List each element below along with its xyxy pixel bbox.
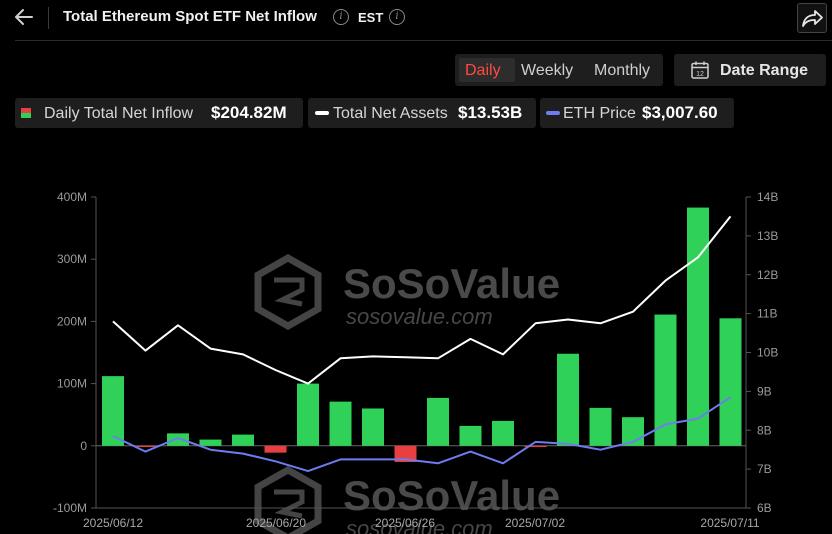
inflow-bar[interactable] (394, 445, 417, 462)
x-axis-tick: 2025/06/20 (246, 516, 306, 530)
left-axis-tick: 400M (57, 190, 87, 204)
right-axis-tick: 10B (757, 346, 778, 360)
title-info-icon[interactable]: i (333, 9, 349, 25)
watermark-logo-mark (274, 277, 305, 307)
bar-marker-icon (21, 108, 31, 118)
x-axis-tick: 2025/06/12 (83, 516, 143, 530)
watermark-logo-icon (254, 465, 322, 534)
legend-total-assets[interactable]: Total Net Assets $13.53B (308, 98, 536, 128)
date-range-label: Date Range (720, 62, 809, 79)
header-divider (48, 7, 49, 29)
watermark-brand: SoSoValue (343, 260, 560, 307)
inflow-bar[interactable] (167, 433, 189, 446)
share-icon (802, 10, 823, 27)
line-marker-icon (315, 111, 329, 115)
right-axis-tick: 14B (757, 190, 778, 204)
period-selector: Daily Weekly Monthly (455, 54, 663, 86)
inflow-bar[interactable] (427, 397, 449, 446)
right-axis-tick: 8B (757, 423, 772, 437)
inflow-bar[interactable] (459, 425, 482, 446)
legend-value: $204.82M (211, 103, 287, 122)
legend-name: Daily Total Net Inflow (44, 105, 194, 122)
legend-eth-price[interactable]: ETH Price $3,007.60 (540, 98, 734, 128)
inflow-bar[interactable] (557, 353, 579, 446)
watermark-brand: SoSoValue (343, 472, 560, 519)
bar-series (102, 207, 742, 462)
legend-net-inflow[interactable]: Daily Total Net Inflow $204.82M (15, 98, 303, 128)
legend-name: Total Net Assets (333, 105, 448, 122)
line-marker-icon (546, 111, 560, 115)
right-axis-tick: 13B (757, 229, 778, 243)
left-axis-tick: -100M (53, 501, 87, 515)
left-axis-tick: 0 (80, 439, 87, 453)
left-axis-tick: 100M (57, 377, 87, 391)
share-button[interactable] (797, 3, 827, 33)
timezone-info-icon[interactable]: i (389, 9, 405, 25)
tab-monthly[interactable]: Monthly (594, 62, 651, 79)
page-title: Total Ethereum Spot ETF Net Inflow (63, 8, 317, 25)
inflow-chart: SoSoValuesosovalue.comSoSoValuesosovalue… (53, 190, 778, 534)
inflow-bar[interactable] (654, 314, 677, 446)
left-axis-tick: 200M (57, 314, 87, 328)
calendar-icon: 12 (691, 61, 709, 79)
eth-price-line[interactable] (112, 396, 732, 473)
inflow-bar[interactable] (329, 401, 352, 446)
header-separator (15, 40, 832, 41)
timezone-label: EST (358, 10, 384, 25)
inflow-bar[interactable] (134, 445, 157, 448)
right-axis-tick: 9B (757, 384, 772, 398)
back-arrow-icon[interactable] (12, 5, 36, 29)
right-axis-tick: 12B (757, 268, 778, 282)
inflow-bar[interactable] (297, 383, 319, 446)
chart-axes: 400M 300M 200M 100M 0 -100M 14B 13B 12B 11B 10B 9B 8… (53, 190, 778, 530)
date-range-button[interactable]: 12 Date Range (674, 54, 826, 86)
inflow-bar[interactable] (687, 207, 709, 446)
x-axis-tick: 2025/07/11 (700, 516, 759, 530)
x-axis-tick: 2025/07/02 (505, 516, 565, 530)
left-axis-tick: 300M (57, 252, 87, 266)
inflow-bar[interactable] (232, 434, 254, 446)
watermark-url: sosovalue.com (346, 516, 493, 534)
header-bar: Total Ethereum Spot ETF Net Inflow i EST… (0, 0, 832, 36)
inflow-bar[interactable] (362, 408, 384, 446)
x-axis-tick: 2025/06/26 (375, 516, 435, 530)
inflow-bar[interactable] (199, 439, 222, 446)
right-axis-tick: 7B (757, 462, 772, 476)
inflow-bar[interactable] (589, 407, 612, 446)
watermark-logo-mark (274, 489, 305, 519)
tab-weekly[interactable]: Weekly (521, 62, 574, 79)
right-axis-tick: 11B (757, 307, 777, 321)
watermark-group: SoSoValuesosovalue.comSoSoValuesosovalue… (254, 253, 560, 534)
inflow-bar[interactable] (524, 445, 547, 448)
legend-value: $13.53B (458, 103, 523, 122)
watermark-url: sosovalue.com (346, 304, 493, 329)
active-tab-highlight (459, 58, 515, 82)
inflow-bar[interactable] (102, 376, 124, 446)
legend-value: $3,007.60 (642, 103, 718, 122)
right-axis-tick: 6B (757, 501, 772, 515)
inflow-bar[interactable] (264, 445, 287, 453)
inflow-bar[interactable] (719, 318, 742, 446)
total-net-assets-line[interactable] (112, 215, 732, 385)
line-series (112, 215, 732, 473)
legend-name: ETH Price (563, 105, 636, 122)
calendar-icon-day: 12 (696, 71, 704, 78)
tab-daily[interactable]: Daily (465, 62, 501, 79)
inflow-bar[interactable] (492, 420, 514, 446)
watermark-logo-icon (254, 253, 322, 331)
